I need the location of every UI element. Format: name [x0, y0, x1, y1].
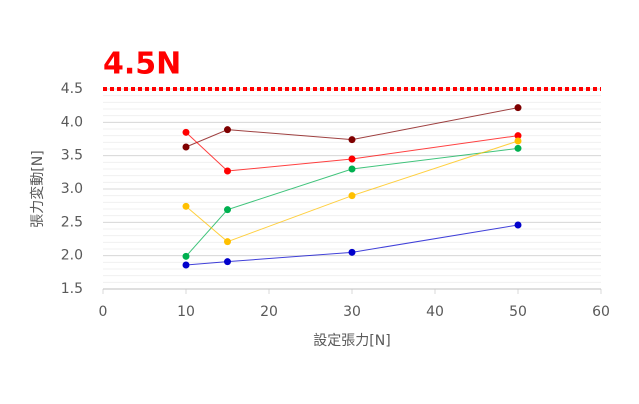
- data-point: [514, 144, 522, 152]
- x-tick-label: 0: [99, 304, 108, 320]
- data-point: [348, 248, 356, 256]
- y-tick-label: 4.0: [61, 114, 83, 130]
- data-point: [348, 136, 356, 144]
- y-tick-label: 2.0: [61, 248, 83, 264]
- data-point: [348, 165, 356, 173]
- x-tick-label: 60: [592, 304, 610, 320]
- x-tick-label: 30: [343, 304, 361, 320]
- data-point: [224, 126, 231, 134]
- series-line: [185, 107, 519, 148]
- data-point: [182, 252, 190, 260]
- x-tick-label: 50: [509, 304, 527, 320]
- data-point: [224, 238, 231, 246]
- y-tick-label: 2.5: [61, 214, 83, 230]
- data-point: [514, 132, 522, 140]
- data-point: [182, 261, 190, 269]
- data-point: [224, 206, 231, 214]
- data-point: [514, 104, 522, 112]
- data-point: [514, 137, 522, 145]
- y-tick-label: 3.0: [61, 181, 83, 197]
- data-point: [348, 155, 356, 163]
- reference-label: 4.5N: [103, 47, 181, 82]
- series-line: [185, 147, 519, 257]
- y-tick-label: 3.5: [61, 148, 83, 164]
- series-line: [185, 131, 519, 172]
- x-tick-label: 10: [177, 304, 195, 320]
- data-point: [182, 143, 190, 151]
- x-tick-label: 20: [260, 304, 278, 320]
- series-line: [185, 140, 519, 243]
- x-tick-label: 40: [426, 304, 444, 320]
- data-point: [348, 192, 356, 200]
- data-point: [224, 167, 231, 175]
- y-tick-label: 1.5: [61, 281, 83, 297]
- data-point: [224, 258, 231, 266]
- y-tick-label: 4.5: [61, 81, 83, 97]
- series-line: [185, 224, 519, 266]
- x-axis-label: 設定張力[N]: [313, 333, 390, 349]
- data-point: [182, 128, 190, 136]
- data-point: [514, 221, 522, 229]
- data-point: [182, 202, 190, 210]
- y-axis-label: 張力変動[N]: [29, 150, 46, 227]
